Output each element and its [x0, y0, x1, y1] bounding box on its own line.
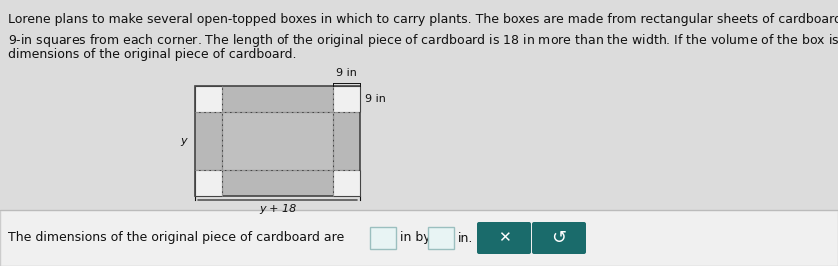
Text: 9-in squares from each corner. The length of the original piece of cardboard is : 9-in squares from each corner. The lengt… — [8, 31, 838, 51]
Text: ↺: ↺ — [551, 229, 566, 247]
Text: y + 18: y + 18 — [259, 204, 296, 214]
Bar — [195, 86, 360, 196]
Text: y: y — [180, 136, 187, 146]
Text: in.: in. — [458, 231, 473, 244]
Bar — [370, 227, 396, 249]
Text: dimensions of the original piece of cardboard.: dimensions of the original piece of card… — [8, 48, 297, 61]
Text: 9 in: 9 in — [336, 68, 357, 78]
FancyBboxPatch shape — [532, 222, 586, 254]
Bar — [333, 86, 360, 113]
Text: ✕: ✕ — [498, 231, 510, 246]
Text: Lorene plans to make several open-topped boxes in which to carry plants. The box: Lorene plans to make several open-topped… — [8, 13, 838, 26]
Bar — [428, 227, 454, 249]
Bar — [0, 210, 838, 266]
FancyBboxPatch shape — [477, 222, 531, 254]
Bar — [195, 86, 222, 113]
Text: in by: in by — [400, 231, 431, 244]
Text: 9 in: 9 in — [365, 94, 385, 104]
Bar — [222, 113, 333, 170]
Bar — [333, 170, 360, 196]
Text: The dimensions of the original piece of cardboard are: The dimensions of the original piece of … — [8, 231, 344, 244]
Bar — [195, 170, 222, 196]
